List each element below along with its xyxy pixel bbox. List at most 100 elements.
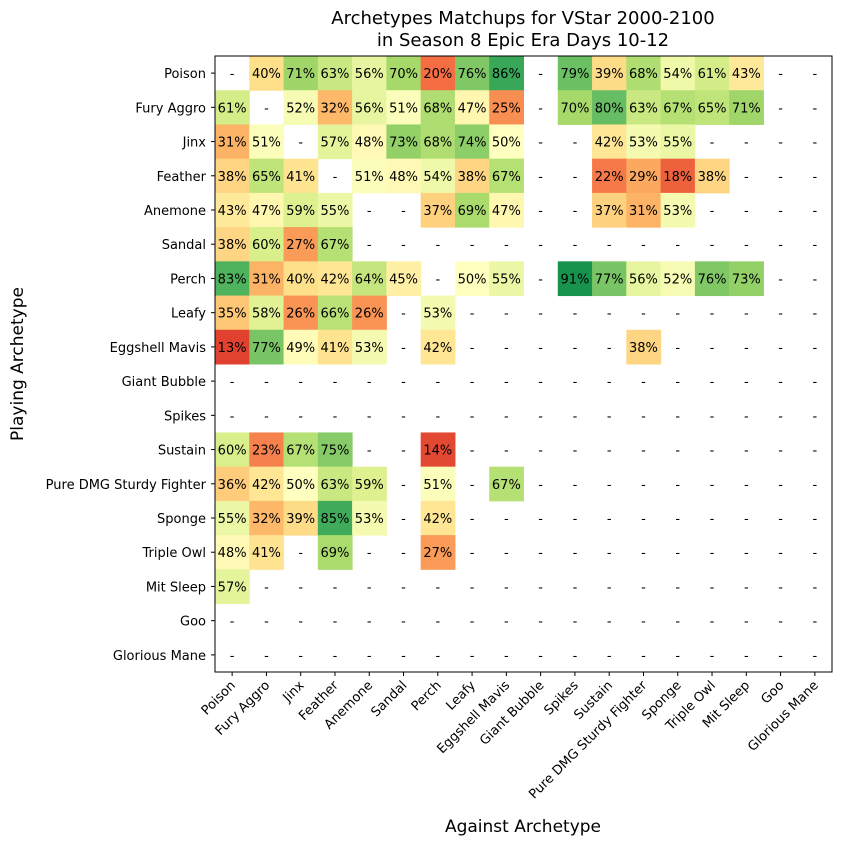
heatmap-cell: [249, 56, 285, 91]
heatmap-cell-label: -: [710, 478, 715, 493]
heatmap-cell-label: -: [607, 375, 612, 390]
heatmap-cell-label: -: [744, 478, 749, 493]
heatmap-cell-label: 48%: [389, 170, 418, 185]
x-tick-label: Goo: [758, 678, 787, 707]
x-tick-label: Perch: [409, 678, 445, 714]
heatmap-cell: [352, 158, 387, 194]
heatmap-cell-label: -: [401, 444, 406, 459]
heatmap-cell-label: -: [607, 444, 612, 459]
heatmap-cell: [317, 261, 353, 297]
heatmap-cell-label: 54%: [423, 170, 452, 185]
heatmap-cell: [283, 261, 319, 297]
heatmap-cell: [249, 500, 285, 536]
heatmap-cell: [454, 56, 490, 91]
heatmap-cell: [386, 158, 422, 194]
y-axis-label: Playing Archetype: [8, 287, 28, 441]
heatmap-cell-label: -: [607, 307, 612, 322]
heatmap-cell: [489, 90, 524, 125]
heatmap-cell: [317, 56, 353, 91]
heatmap-cell-label: 42%: [595, 136, 624, 151]
y-tick-label: Poison: [164, 67, 206, 82]
heatmap-cell: [626, 90, 662, 125]
heatmap-cell-label: -: [470, 580, 475, 595]
heatmap-cell-label: -: [367, 546, 372, 561]
heatmap-cell-label: -: [813, 375, 818, 390]
heatmap-cell-label: 69%: [321, 546, 350, 561]
heatmap-cell-label: -: [504, 444, 509, 459]
heatmap-cell-label: -: [813, 136, 818, 151]
heatmap-cell-label: 41%: [321, 341, 350, 356]
heatmap-cell-label: -: [435, 649, 440, 664]
heatmap-cell-label: -: [470, 546, 475, 561]
heatmap-cell-label: 55%: [663, 136, 692, 151]
heatmap-cell-label: -: [778, 512, 783, 527]
heatmap-cell: [215, 124, 250, 160]
heatmap-cell-label: -: [538, 307, 543, 322]
heatmap-cell-label: -: [401, 375, 406, 390]
heatmap-cell-label: 59%: [286, 204, 315, 219]
heatmap-cell-label: 42%: [423, 341, 452, 356]
heatmap-cell-label: 32%: [252, 512, 281, 527]
heatmap-cell-label: 54%: [663, 67, 692, 82]
heatmap-cell-label: 43%: [218, 204, 247, 219]
heatmap-cell-label: -: [538, 615, 543, 630]
y-tick-label: Mit Sleep: [146, 580, 206, 595]
heatmap-cell-label: -: [641, 375, 646, 390]
heatmap-cell-label: -: [573, 136, 578, 151]
heatmap-cell-label: -: [675, 512, 680, 527]
heatmap-cell-label: 83%: [218, 272, 247, 287]
heatmap-cell-label: -: [607, 238, 612, 253]
heatmap-cell-label: -: [401, 478, 406, 493]
heatmap-cell-label: -: [675, 444, 680, 459]
heatmap-cell-label: 23%: [252, 444, 281, 459]
heatmap-cell-label: -: [778, 580, 783, 595]
heatmap-cell-label: -: [813, 170, 818, 185]
heatmap-cell: [489, 124, 524, 160]
heatmap-cell-label: -: [641, 580, 646, 595]
heatmap-cell-label: -: [367, 238, 372, 253]
heatmap-cell-label: -: [401, 238, 406, 253]
heatmap-cell-label: -: [778, 409, 783, 424]
heatmap-cell-label: -: [573, 238, 578, 253]
heatmap-cell-label: -: [401, 512, 406, 527]
heatmap-cell-label: -: [264, 649, 269, 664]
heatmap-cell: [420, 432, 456, 468]
heatmap-cell-label: -: [744, 615, 749, 630]
heatmap-cell-label: -: [538, 478, 543, 493]
heatmap-cell-label: -: [607, 478, 612, 493]
heatmap-cell: [660, 124, 696, 160]
heatmap-cell-label: -: [675, 409, 680, 424]
heatmap-cell-label: 25%: [492, 101, 521, 116]
heatmap-cell: [352, 124, 387, 160]
heatmap-cell: [420, 90, 456, 125]
heatmap-cell-label: 63%: [321, 67, 350, 82]
y-tick-label: Sandal: [162, 238, 206, 253]
heatmap-cell-label: 53%: [355, 512, 384, 527]
heatmap-cell-label: 69%: [458, 204, 487, 219]
heatmap-cell-label: 55%: [492, 272, 521, 287]
heatmap-cell: [626, 192, 662, 228]
heatmap-cell: [283, 158, 319, 194]
heatmap-cell-label: -: [813, 238, 818, 253]
heatmap-cell-label: -: [813, 67, 818, 82]
heatmap-cell-label: -: [367, 615, 372, 630]
heatmap-cell: [215, 158, 250, 194]
heatmap-cell-label: 79%: [560, 67, 589, 82]
heatmap-cell: [420, 192, 456, 228]
y-tick-label: Fury Aggro: [135, 101, 206, 116]
heatmap-cell-label: -: [607, 615, 612, 630]
heatmap-cell-label: -: [538, 67, 543, 82]
heatmap-cell-label: 41%: [286, 170, 315, 185]
heatmap-cell-label: -: [538, 204, 543, 219]
heatmap-cell: [626, 124, 662, 160]
heatmap-cell-label: 66%: [321, 307, 350, 322]
y-tick-label: Pure DMG Sturdy Fighter: [46, 478, 207, 493]
heatmap-cell-label: -: [401, 204, 406, 219]
heatmap-cell-label: 45%: [389, 272, 418, 287]
heatmap-cell-label: 60%: [252, 238, 281, 253]
heatmap-cell-label: 43%: [732, 67, 761, 82]
heatmap-cell-label: -: [504, 375, 509, 390]
y-tick-label: Jinx: [182, 136, 207, 151]
heatmap-cell-label: -: [470, 409, 475, 424]
heatmap-cell-label: -: [264, 375, 269, 390]
